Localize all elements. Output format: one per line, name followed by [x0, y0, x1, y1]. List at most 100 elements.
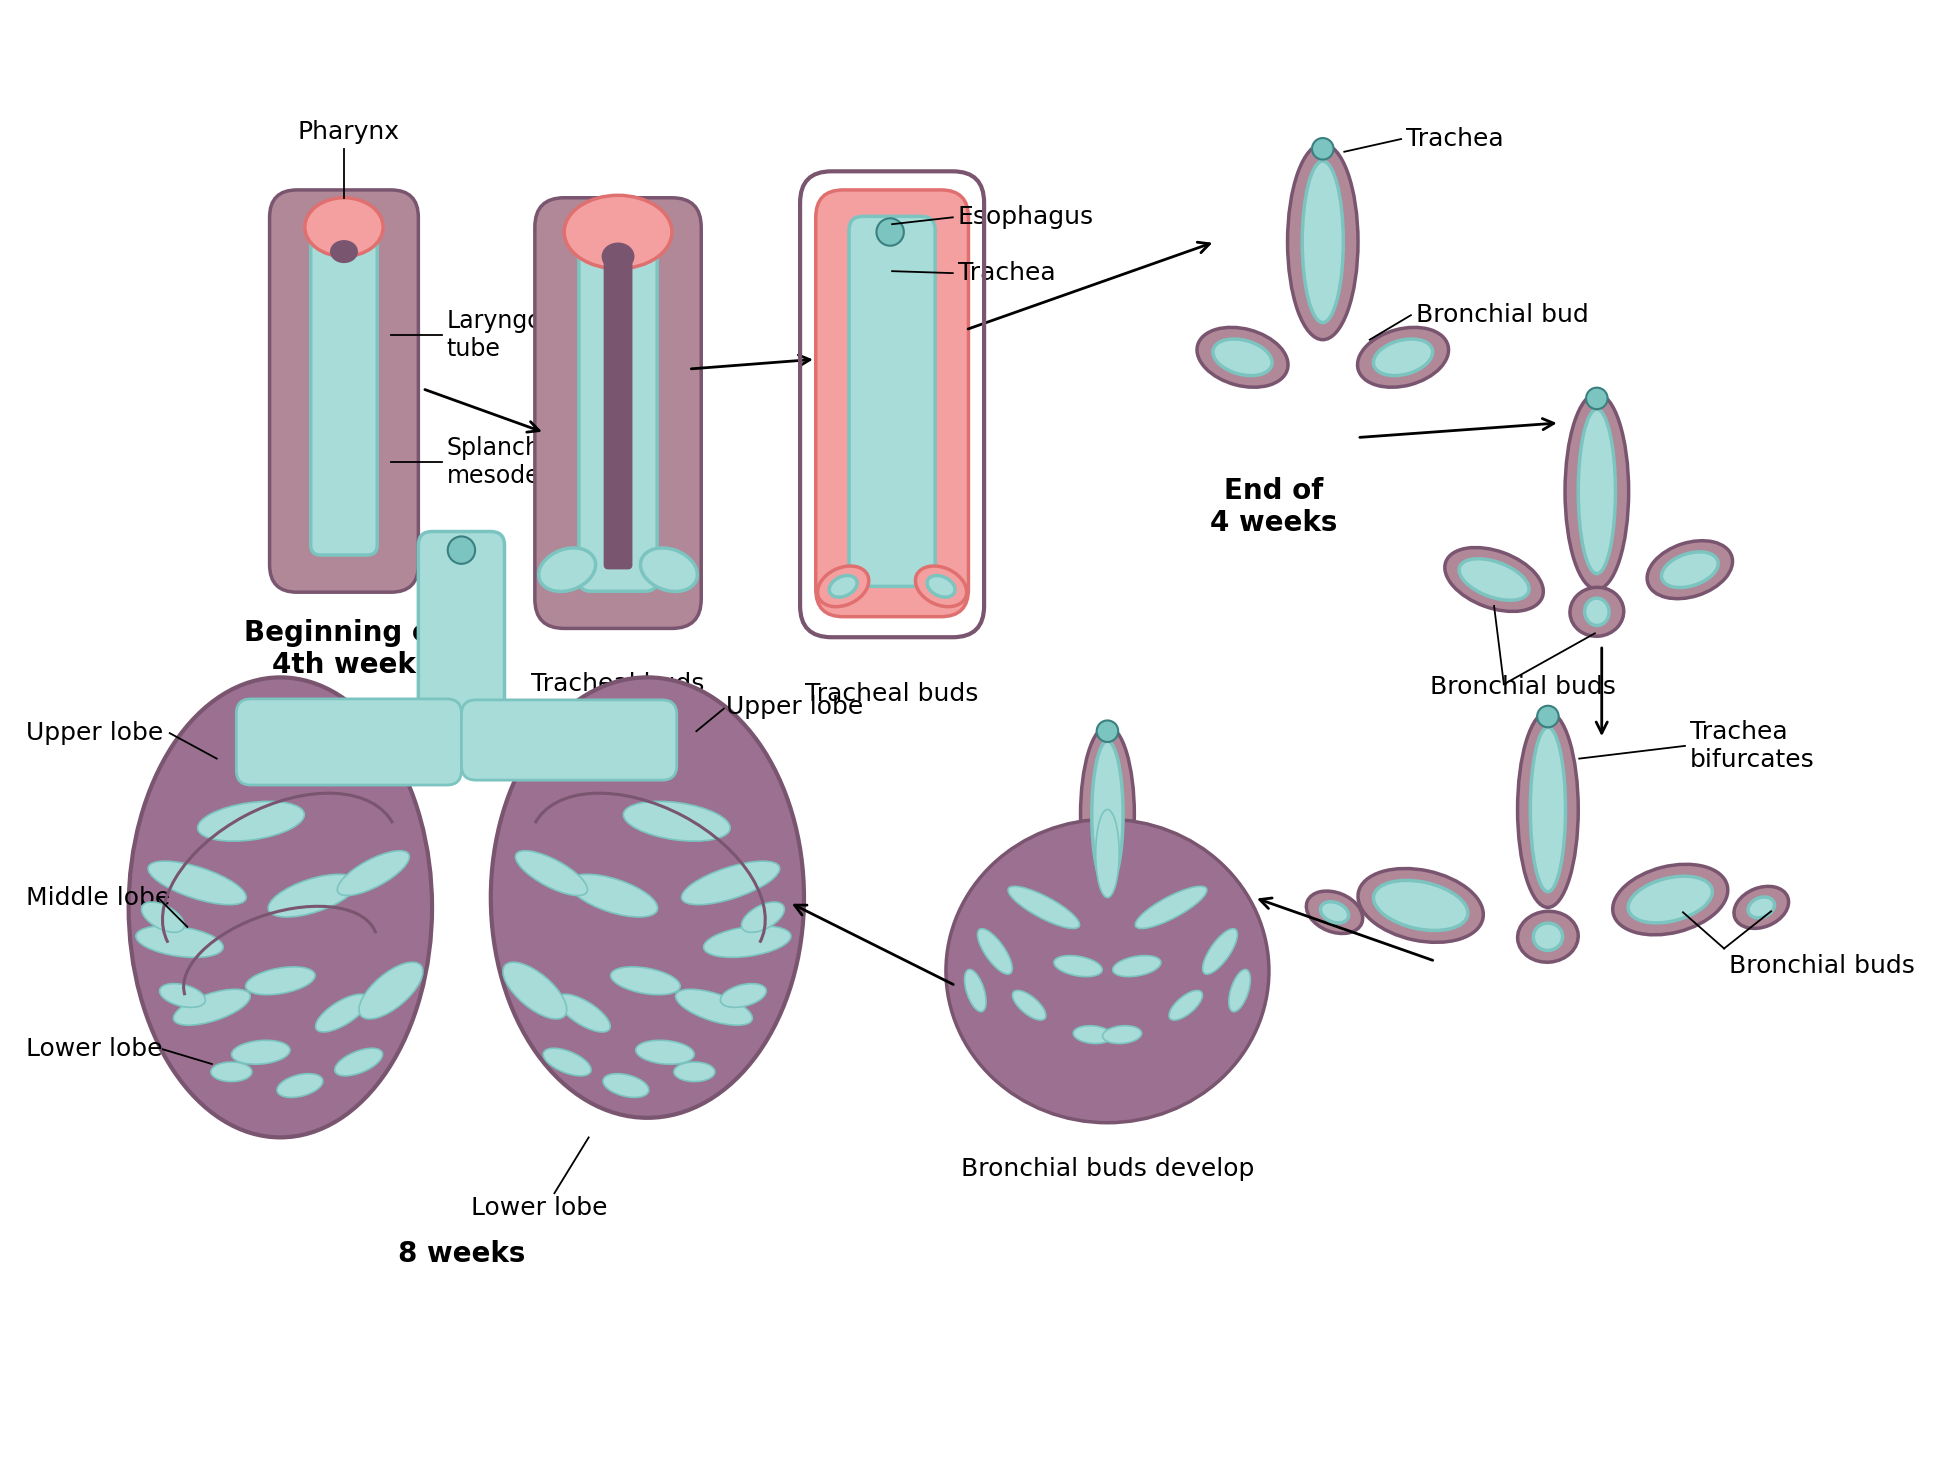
- Ellipse shape: [316, 994, 369, 1032]
- Ellipse shape: [337, 850, 410, 896]
- Ellipse shape: [569, 874, 657, 917]
- Text: Trachea: Trachea: [1406, 127, 1503, 151]
- Ellipse shape: [1197, 327, 1289, 387]
- Circle shape: [448, 536, 476, 564]
- Ellipse shape: [675, 1062, 716, 1081]
- Ellipse shape: [1303, 161, 1344, 323]
- Text: 8 weeks: 8 weeks: [398, 1240, 525, 1268]
- Ellipse shape: [544, 1049, 591, 1075]
- Ellipse shape: [1747, 897, 1774, 918]
- Text: Pharynx: Pharynx: [298, 120, 400, 144]
- Ellipse shape: [197, 801, 304, 841]
- Ellipse shape: [246, 967, 316, 995]
- Ellipse shape: [1096, 810, 1119, 897]
- Circle shape: [1585, 388, 1607, 409]
- Text: Trachea
bifurcates: Trachea bifurcates: [1691, 720, 1815, 772]
- Ellipse shape: [1566, 394, 1628, 589]
- Ellipse shape: [491, 677, 803, 1118]
- Ellipse shape: [1517, 911, 1578, 963]
- Circle shape: [1096, 720, 1117, 742]
- Ellipse shape: [1373, 339, 1433, 376]
- Text: Trachea: Trachea: [957, 261, 1055, 286]
- Ellipse shape: [926, 576, 956, 597]
- Ellipse shape: [232, 1040, 291, 1065]
- Ellipse shape: [335, 1049, 382, 1075]
- Ellipse shape: [610, 967, 681, 995]
- Ellipse shape: [1613, 865, 1728, 935]
- Ellipse shape: [1092, 740, 1123, 887]
- Ellipse shape: [1661, 552, 1718, 588]
- Ellipse shape: [681, 860, 780, 905]
- Text: Tracheal buds: Tracheal buds: [805, 683, 979, 706]
- FancyBboxPatch shape: [269, 190, 419, 592]
- Ellipse shape: [304, 198, 382, 256]
- Ellipse shape: [148, 860, 246, 905]
- Ellipse shape: [332, 241, 357, 261]
- Text: Tracheal buds: Tracheal buds: [530, 672, 704, 696]
- Ellipse shape: [211, 1062, 252, 1081]
- Ellipse shape: [1228, 970, 1250, 1012]
- Text: Bronchial buds: Bronchial buds: [1730, 954, 1915, 979]
- Ellipse shape: [1135, 886, 1207, 929]
- Ellipse shape: [1213, 339, 1271, 376]
- Ellipse shape: [1459, 558, 1529, 600]
- Ellipse shape: [277, 1074, 324, 1097]
- Ellipse shape: [1203, 929, 1238, 974]
- Ellipse shape: [640, 548, 698, 591]
- Ellipse shape: [388, 1040, 544, 1167]
- FancyBboxPatch shape: [419, 532, 505, 745]
- Ellipse shape: [1287, 144, 1357, 339]
- Circle shape: [876, 218, 905, 246]
- Text: Bronchial bud: Bronchial bud: [1416, 304, 1589, 327]
- Ellipse shape: [1113, 955, 1160, 976]
- FancyBboxPatch shape: [848, 216, 936, 586]
- Ellipse shape: [160, 983, 205, 1007]
- Text: Lower lobe: Lower lobe: [472, 1197, 608, 1220]
- Ellipse shape: [1053, 955, 1102, 976]
- Ellipse shape: [603, 244, 632, 268]
- Ellipse shape: [564, 195, 673, 268]
- Ellipse shape: [636, 1040, 694, 1065]
- Ellipse shape: [1570, 588, 1624, 637]
- FancyBboxPatch shape: [604, 258, 632, 569]
- Text: Middle lobe: Middle lobe: [25, 886, 170, 909]
- Ellipse shape: [515, 850, 587, 896]
- Ellipse shape: [129, 677, 433, 1137]
- FancyBboxPatch shape: [815, 190, 969, 616]
- Ellipse shape: [1320, 902, 1349, 923]
- Ellipse shape: [1517, 712, 1578, 908]
- Ellipse shape: [538, 548, 595, 591]
- Ellipse shape: [1357, 327, 1449, 387]
- Ellipse shape: [1012, 991, 1045, 1020]
- Text: Lower lobe: Lower lobe: [25, 1037, 162, 1062]
- Ellipse shape: [359, 963, 423, 1019]
- Ellipse shape: [1008, 886, 1080, 929]
- Ellipse shape: [829, 576, 858, 597]
- Ellipse shape: [136, 926, 222, 957]
- Ellipse shape: [977, 929, 1012, 974]
- Ellipse shape: [1628, 877, 1712, 923]
- Ellipse shape: [174, 989, 250, 1025]
- FancyBboxPatch shape: [534, 198, 702, 628]
- Ellipse shape: [1734, 886, 1788, 929]
- Ellipse shape: [1080, 726, 1135, 902]
- Ellipse shape: [1578, 409, 1615, 573]
- Ellipse shape: [1585, 598, 1609, 625]
- FancyBboxPatch shape: [310, 233, 376, 555]
- Ellipse shape: [269, 874, 357, 917]
- Ellipse shape: [1072, 1026, 1111, 1044]
- Ellipse shape: [675, 989, 753, 1025]
- Circle shape: [1312, 138, 1334, 160]
- FancyBboxPatch shape: [579, 235, 657, 591]
- Ellipse shape: [1306, 892, 1363, 933]
- Text: Upper lobe: Upper lobe: [725, 695, 864, 718]
- Ellipse shape: [965, 970, 987, 1012]
- Ellipse shape: [1357, 868, 1484, 942]
- Ellipse shape: [624, 801, 729, 841]
- Ellipse shape: [1533, 923, 1562, 951]
- Text: Splanchnic
mesoderm: Splanchnic mesoderm: [447, 435, 575, 487]
- Ellipse shape: [1531, 727, 1566, 892]
- Ellipse shape: [946, 819, 1269, 1123]
- Ellipse shape: [1373, 880, 1468, 930]
- Ellipse shape: [1648, 541, 1732, 598]
